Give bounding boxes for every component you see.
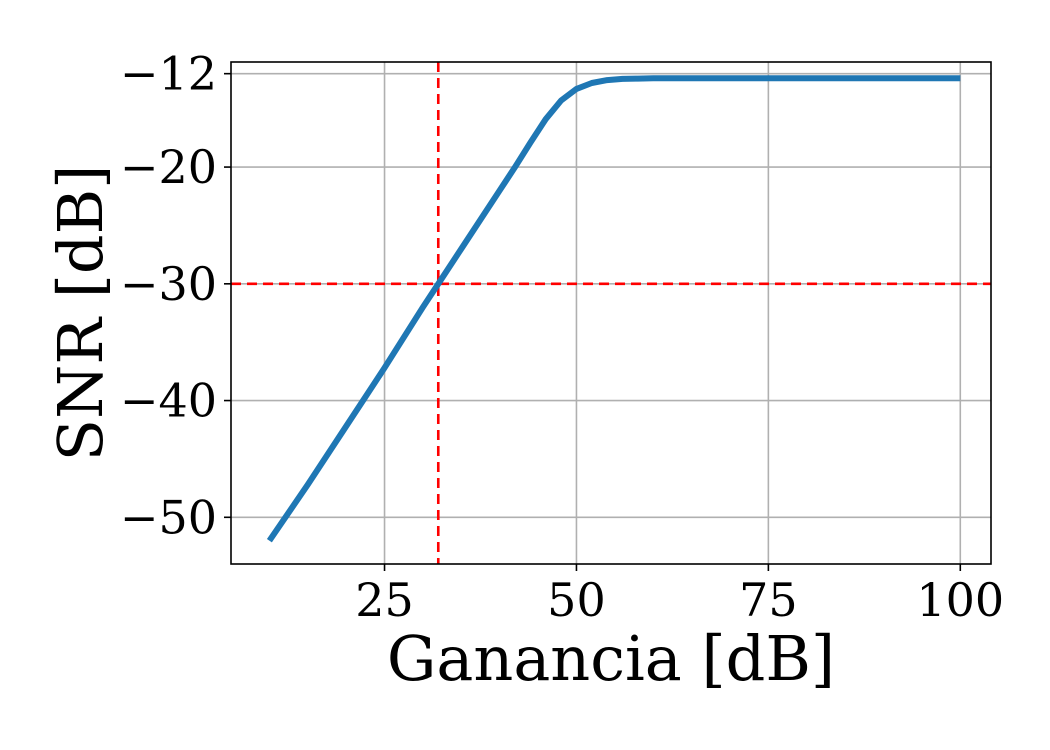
y-tick-label: −30: [120, 257, 217, 311]
y-axis-label: SNR [dB]: [44, 165, 117, 462]
snr-series-line: [266, 75, 961, 543]
plot-frame: [230, 61, 992, 565]
y-tick-label: −40: [120, 374, 217, 428]
y-tick-label: −50: [120, 490, 217, 544]
y-tick-label: −12: [120, 47, 217, 101]
x-tick-label: 100: [916, 573, 1004, 627]
x-tick-label: 50: [547, 573, 606, 627]
series-layer: [266, 75, 961, 543]
x-axis-label: Ganancia [dB]: [387, 622, 835, 695]
y-tick-label: −20: [120, 140, 217, 194]
reference-lines: [231, 62, 991, 564]
ticks: 25 50 75 100 −12 −20 −30 −40 −50: [120, 47, 1004, 627]
x-tick-label: 75: [739, 573, 798, 627]
x-tick-label: 25: [355, 573, 414, 627]
grid: [231, 62, 991, 564]
